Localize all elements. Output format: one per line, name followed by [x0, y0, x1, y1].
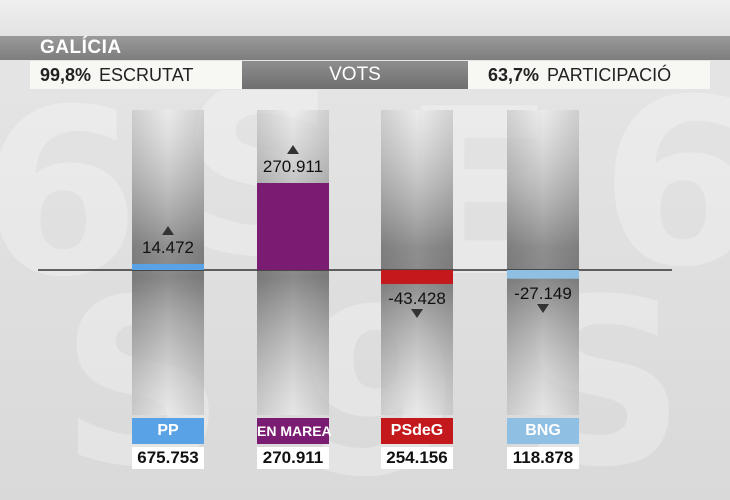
scrutiny-value: 99,8%	[40, 64, 92, 85]
party-label-en-marea: EN MAREA	[257, 418, 332, 444]
party-total-votes: 675.753	[132, 447, 204, 469]
party-total-votes: 254.156	[381, 447, 453, 469]
change-label: -27.149	[514, 283, 572, 303]
region-title: GALÍCIA	[40, 37, 122, 58]
arrow-up-icon	[287, 145, 299, 154]
arrow-down-icon	[411, 308, 423, 318]
change-label: 14.472	[142, 238, 194, 257]
party-label-bng: BNG	[507, 418, 579, 444]
party-label-psdeg: PSdeG	[381, 418, 453, 444]
arrow-down-icon	[537, 303, 549, 313]
party-total-votes: 118.878	[507, 447, 579, 469]
party-label-pp: PP	[132, 418, 204, 444]
bar-pp	[132, 264, 204, 270]
column-shade	[507, 110, 579, 415]
column-shade	[381, 110, 453, 415]
party-total-votes: 270.911	[257, 447, 329, 469]
scrutiny-label: ESCRUTAT	[99, 64, 194, 85]
region-bar: GALÍCIA	[0, 36, 730, 60]
column-shade	[132, 110, 204, 415]
top-strip	[0, 0, 730, 36]
bar-en-marea	[257, 183, 329, 270]
arrow-up-icon	[162, 226, 174, 235]
scrutiny-box: 99,8% ESCRUTAT	[30, 61, 252, 89]
chart-canvas	[38, 110, 672, 415]
turnout-label: PARTICIPACIÓ	[547, 64, 672, 85]
change-label: 270.911	[262, 157, 324, 176]
bar-psdeg	[381, 270, 453, 284]
bar-bng	[507, 270, 579, 279]
turnout-box: 63,7% PARTICIPACIÓ	[468, 61, 710, 89]
change-label: -43.428	[388, 288, 446, 308]
vote-change-chart: 14.472 PP 675.753 270.911 EN MAREA 270.911 -43…	[0, 90, 730, 500]
votes-label: VOTS	[242, 61, 468, 89]
info-row: 99,8% ESCRUTAT VOTS 63,7% PARTICIPACIÓ	[0, 61, 730, 89]
turnout-value: 63,7%	[488, 64, 540, 85]
